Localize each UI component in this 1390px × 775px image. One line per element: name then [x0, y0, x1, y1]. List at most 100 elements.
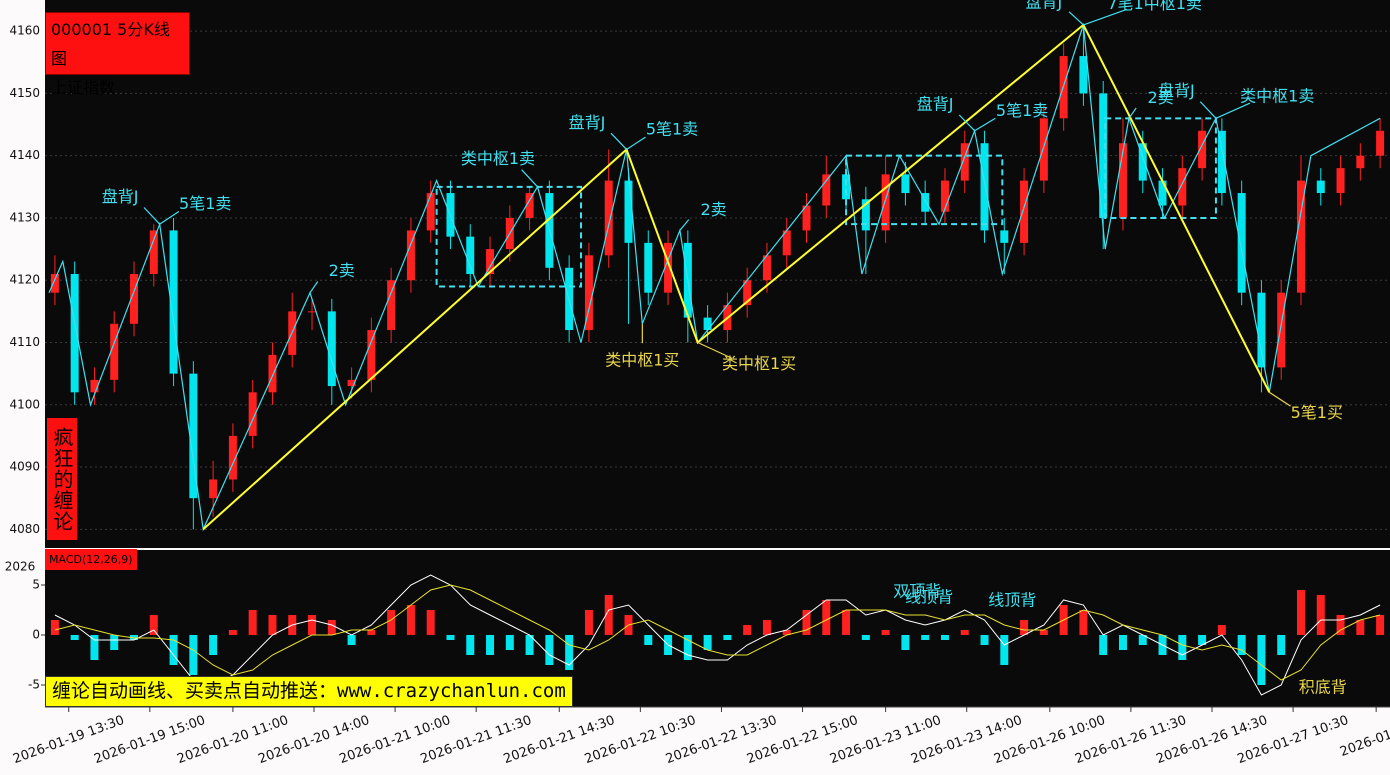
macd-bar [1000, 635, 1009, 665]
macd-bar [980, 635, 989, 645]
corner-label: 2026 [5, 560, 36, 574]
candle-body [426, 193, 435, 231]
macd-bar [683, 635, 692, 660]
candle-body [268, 354, 277, 393]
macd-bar [1020, 620, 1029, 635]
macd-bar [149, 615, 158, 635]
candle-body [664, 242, 673, 293]
annotation: 线顶背 [905, 588, 953, 607]
arrow [610, 132, 627, 150]
annotation: 盘背J [102, 187, 139, 206]
candle-body [881, 174, 890, 231]
annotation: 类中枢1买 [605, 351, 679, 370]
y-tick-label: 0 [32, 628, 40, 642]
macd-bar [446, 635, 455, 640]
candle-body [110, 323, 119, 380]
macd-bar [406, 605, 415, 635]
y-tick-label: 4100 [9, 397, 40, 411]
y-tick-label: 4160 [9, 24, 40, 38]
annotation: 双顶背 [893, 582, 941, 601]
macd-bar [347, 635, 356, 645]
macd-bar [90, 635, 99, 660]
candle-body [940, 180, 949, 212]
candle-body [861, 199, 870, 231]
macd-bar [387, 610, 396, 635]
arrow [1083, 8, 1128, 26]
arrow [1199, 101, 1217, 119]
macd-bar [901, 635, 910, 650]
pivot-box [435, 185, 583, 288]
macd-bar [1356, 620, 1365, 635]
macd-bar [1138, 635, 1147, 645]
macd-bar [70, 635, 79, 640]
annotation: 2卖 [329, 261, 355, 280]
macd-bar [228, 630, 237, 635]
y-tick-label: 4140 [9, 148, 40, 162]
candle-body [90, 379, 99, 393]
candle-body [1237, 193, 1246, 293]
y-tick-label: 5 [32, 578, 40, 592]
candle-body [1277, 292, 1286, 368]
candle-body [1336, 168, 1345, 194]
candle-body [842, 174, 851, 200]
candle-body [130, 274, 139, 324]
arrow [159, 210, 180, 225]
annotation: 7笔1中枢1卖 [1107, 0, 1202, 13]
macd-bar [1039, 630, 1048, 635]
candle-body [1000, 230, 1009, 243]
macd-bar [308, 615, 317, 635]
annotation: 积底背 [1299, 678, 1347, 697]
candle-body [743, 280, 752, 306]
macd-bar [960, 630, 969, 635]
candle-body [525, 193, 534, 218]
arrow [1215, 102, 1251, 119]
macd-bar [268, 615, 277, 635]
macd-bar [1257, 635, 1266, 685]
y-tick-label: 4080 [9, 522, 40, 536]
macd-line [54, 584, 1381, 681]
macd-bar [466, 635, 475, 655]
macd-bar [189, 635, 198, 675]
macd-bar [1178, 635, 1187, 660]
candle-body [1257, 292, 1266, 368]
arrow [1128, 107, 1137, 119]
macd-bar [525, 635, 534, 655]
macd-bar [743, 625, 752, 635]
candle-body [189, 373, 198, 499]
macd-bar [169, 635, 178, 665]
candle-body [209, 479, 218, 499]
candle-body [822, 174, 831, 206]
candle-body [50, 274, 59, 293]
macd-bar [822, 600, 831, 635]
candle-body [486, 249, 495, 274]
macd-bar [486, 635, 495, 655]
candle-body [584, 255, 593, 331]
candle-body [1296, 180, 1305, 293]
macd-bar [842, 610, 851, 635]
arrow [697, 341, 733, 359]
pivot-box [1104, 117, 1217, 219]
macd-bar [762, 620, 771, 635]
macd-bar [1336, 615, 1345, 635]
macd-bar [861, 635, 870, 640]
arrow [974, 117, 996, 132]
candle-body [149, 230, 158, 274]
candle-body [1079, 56, 1088, 94]
candle-body [921, 193, 930, 212]
candle-body [1138, 143, 1147, 181]
macd-bar [367, 630, 376, 635]
macd-bar [881, 630, 890, 635]
macd-bar [1316, 595, 1325, 635]
candle-body [762, 255, 771, 281]
annotation: 5笔1卖 [996, 101, 1048, 120]
candle-body [228, 435, 237, 480]
candle-body [387, 280, 396, 331]
segment-line [202, 23, 1271, 531]
macd-bar [1079, 610, 1088, 635]
macd-bar [1376, 615, 1385, 635]
macd-bar [1217, 625, 1226, 635]
candle-body [327, 311, 336, 387]
candle-body [308, 311, 317, 313]
macd-bar [50, 620, 59, 635]
